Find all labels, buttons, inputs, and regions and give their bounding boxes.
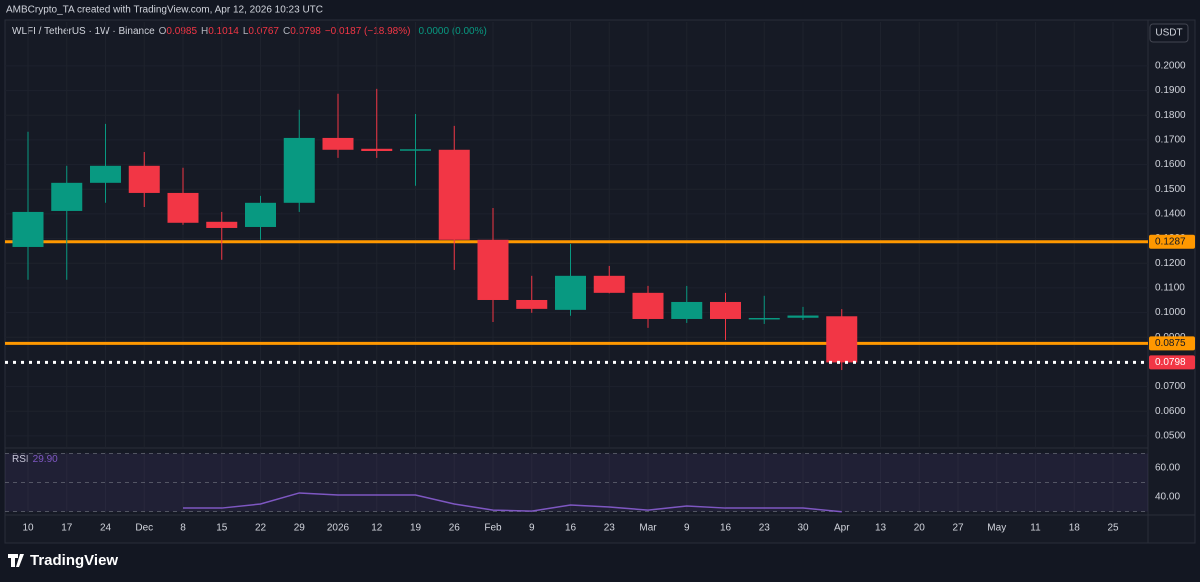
x-tick-label: 2026 [327, 523, 350, 534]
x-tick-label: 19 [410, 523, 422, 534]
x-tick-label: May [987, 523, 1006, 534]
x-tick-label: 25 [1107, 523, 1119, 534]
footer-logo: TradingView [8, 552, 118, 569]
candle-body [167, 192, 199, 223]
candle-body [632, 292, 664, 319]
indicator-title: RSI [12, 454, 29, 465]
x-tick-label: Apr [834, 523, 850, 534]
candle-body [516, 299, 548, 309]
level-label: 0.1287 [1155, 236, 1186, 247]
y-tick-label: 0.1400 [1155, 209, 1186, 220]
candle-body [206, 221, 238, 228]
x-tick-label: 23 [604, 523, 616, 534]
x-tick-label: 8 [180, 523, 186, 534]
x-tick-label: Mar [639, 523, 657, 534]
y-tick-label: 0.1600 [1155, 159, 1186, 170]
last-price-label: 0.0798 [1155, 357, 1186, 368]
candle-body [748, 317, 780, 320]
candle-body [710, 301, 741, 319]
legend-key: H [201, 26, 208, 37]
x-tick-label: 17 [61, 523, 73, 534]
x-tick-label: 22 [255, 523, 267, 534]
x-tick-label: 27 [952, 523, 964, 534]
footer-text: TradingView [30, 552, 118, 569]
y-tick-label: 0.1500 [1155, 184, 1186, 195]
candle-body [593, 275, 625, 293]
legend: WLFI / TetherUS · 1W · Binance O0.0985 H0.… [12, 26, 487, 37]
candle-body [283, 137, 315, 203]
level-label: 0.0875 [1155, 338, 1186, 349]
legend-key: O [159, 26, 167, 37]
candle-body [51, 182, 83, 211]
x-tick-label: 16 [565, 523, 577, 534]
x-tick-label: 30 [797, 523, 809, 534]
x-tick-label: 23 [759, 523, 771, 534]
legend-symbol: WLFI / TetherUS · 1W · Binance [12, 26, 155, 37]
y-tick-label: 0.1200 [1155, 258, 1186, 269]
x-tick-label: 12 [371, 523, 383, 534]
currency-button[interactable] [1149, 23, 1189, 43]
candle-body [361, 148, 393, 152]
x-tick-label: 29 [294, 523, 306, 534]
y-tick-label: 0.1900 [1155, 85, 1186, 96]
indicator-name: RSI 29.90 [12, 454, 58, 465]
legend-key: L [243, 26, 249, 37]
x-tick-label: 9 [684, 523, 690, 534]
last-price-box [1149, 355, 1195, 370]
rsi-tick-label: 40.00 [1155, 492, 1180, 503]
legend-change: −0.0187 (−18.98%) [325, 26, 411, 37]
candle-body [245, 202, 276, 227]
x-tick-label: 11 [1030, 523, 1041, 534]
legend-value: 0.0767 [248, 26, 279, 37]
indicator-value: 29.90 [33, 454, 58, 465]
x-tick-label: 13 [875, 523, 887, 534]
candle-body [477, 239, 509, 300]
legend-volume-change: 0.0000 (0.00%) [418, 26, 486, 37]
y-tick-label: 0.2000 [1155, 61, 1186, 72]
candle-body [12, 211, 44, 247]
legend-value: 0.0798 [290, 26, 321, 37]
level-label-box [1149, 234, 1195, 249]
x-tick-label: 10 [22, 523, 34, 534]
x-tick-label: 20 [914, 523, 926, 534]
y-tick-label: 0.1700 [1155, 135, 1186, 146]
candle-body [128, 165, 160, 193]
currency-label[interactable]: USDT [1155, 28, 1182, 39]
y-tick-label: 0.1000 [1155, 307, 1186, 318]
candle-body [90, 165, 121, 183]
y-tick-label: 0.1800 [1155, 110, 1186, 121]
candle-body [322, 137, 354, 150]
y-tick-label: 0.0600 [1155, 406, 1186, 417]
x-tick-label: 26 [449, 523, 461, 534]
header: AMBCrypto_TA created with TradingView.co… [6, 5, 323, 16]
y-tick-label: 0.1100 [1155, 283, 1185, 294]
x-tick-label: 16 [720, 523, 732, 534]
candle-body [400, 149, 431, 151]
logo-icon [8, 554, 24, 567]
y-tick-label: 0.0700 [1155, 381, 1186, 392]
candle-body [438, 149, 470, 240]
rsi-line [183, 492, 842, 513]
x-tick-label: 15 [216, 523, 228, 534]
legend-value: 0.1014 [208, 26, 239, 37]
level-label-box [1149, 336, 1195, 351]
candle-body [555, 275, 586, 310]
y-tick-label: 0.0500 [1155, 431, 1186, 442]
legend-value: 0.0985 [166, 26, 197, 37]
rsi-tick-label: 60.00 [1155, 463, 1180, 474]
x-tick-label: Feb [484, 523, 502, 534]
x-tick-label: 24 [100, 523, 112, 534]
candle-body [826, 316, 858, 363]
candle-body [671, 301, 703, 319]
candle-body [787, 315, 819, 318]
x-tick-label: 18 [1069, 523, 1081, 534]
x-tick-label: Dec [135, 523, 153, 534]
x-tick-label: 9 [529, 523, 535, 534]
legend-key: C [283, 26, 290, 37]
